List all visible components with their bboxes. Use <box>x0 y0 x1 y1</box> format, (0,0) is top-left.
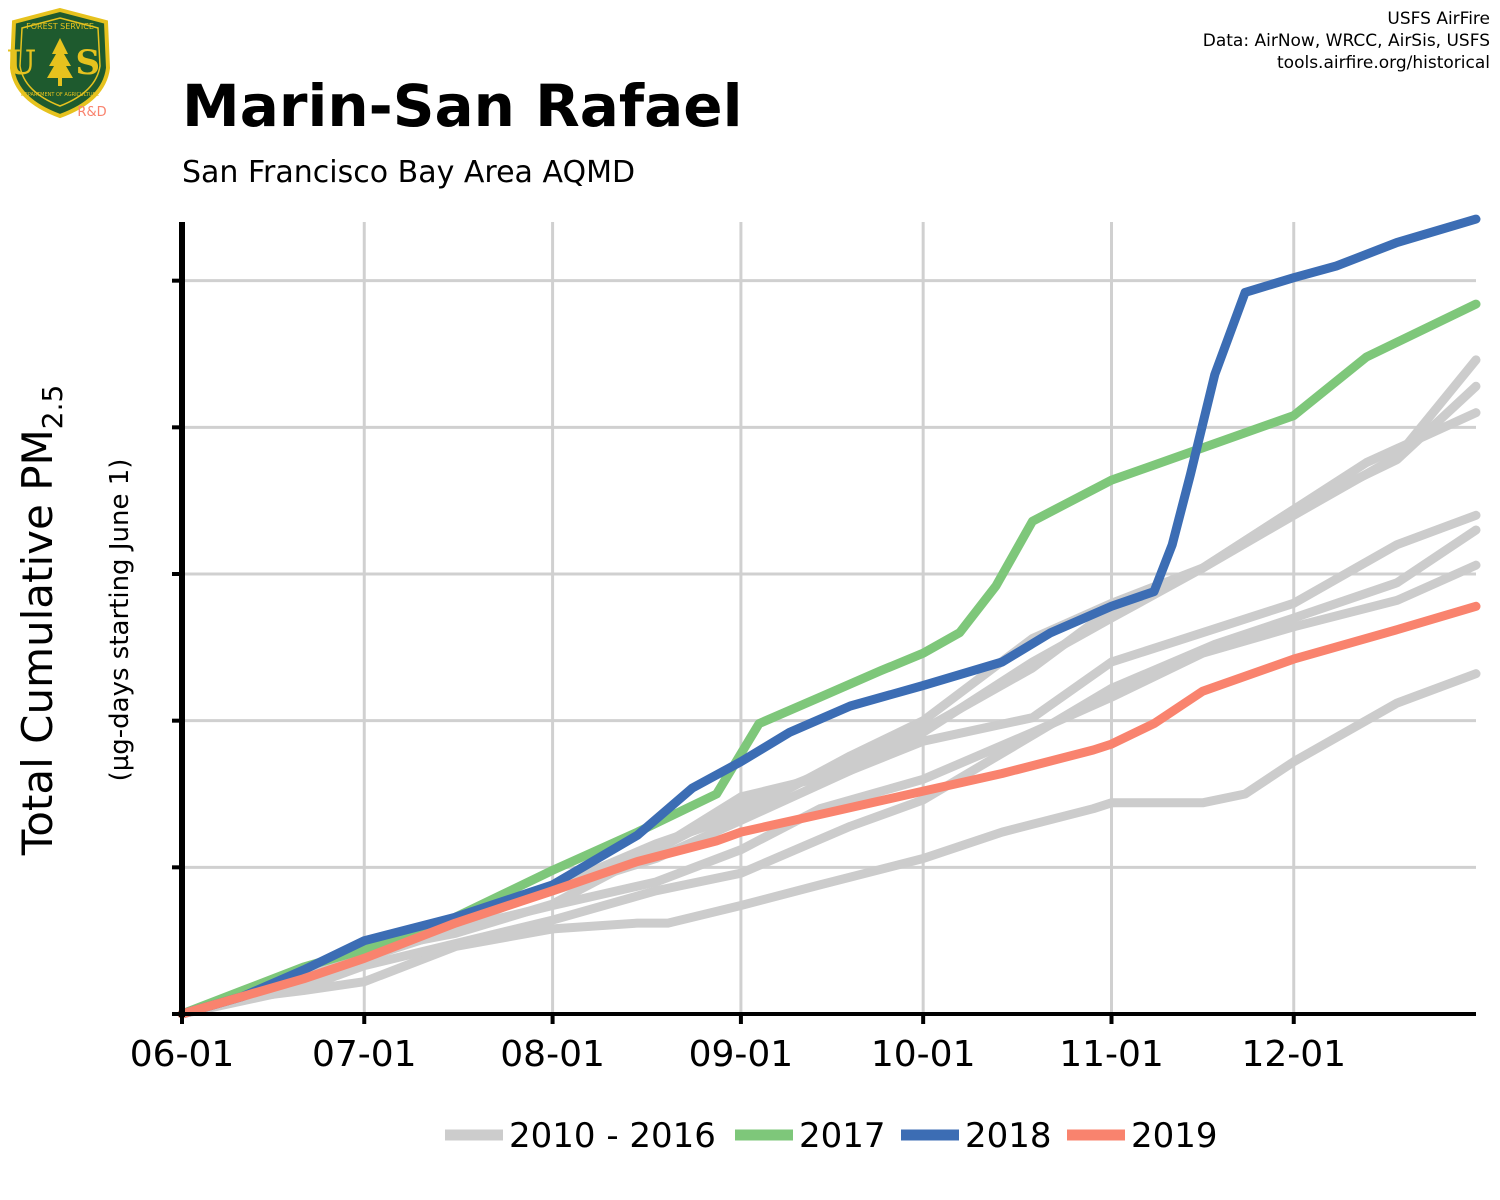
credit-line: tools.airfire.org/historical <box>1277 53 1490 73</box>
logo-rd-tag: R&D <box>77 105 106 120</box>
x-tick-label: 08-01 <box>500 1034 605 1075</box>
x-tick-label: 07-01 <box>312 1034 417 1075</box>
legend-label: 2017 <box>799 1116 886 1156</box>
series-lines <box>177 214 1481 1019</box>
legend-label: 2019 <box>1131 1116 1218 1156</box>
axes <box>172 222 1476 1024</box>
historical-line <box>177 525 1481 1019</box>
x-tick-label: 12-01 <box>1241 1034 1346 1075</box>
series-line-2019 <box>177 601 1481 1019</box>
series-line-2018 <box>177 214 1481 1019</box>
legend-label: 2018 <box>965 1116 1052 1156</box>
credit-line: USFS AirFire <box>1387 9 1490 29</box>
legend: 2010 - 2016 2017 2018 2019 <box>445 1116 1218 1156</box>
legend-label: 2010 - 2016 <box>509 1116 716 1156</box>
y-axis-title-subscript: 2.5 <box>36 385 69 430</box>
credit-line: Data: AirNow, WRCC, AirSis, USFS <box>1202 31 1490 51</box>
y-axis-title: Total Cumulative PM2.5 <box>13 385 69 857</box>
chart-subtitle: San Francisco Bay Area AQMD <box>182 155 636 190</box>
credits: USFS AirFire Data: AirNow, WRCC, AirSis,… <box>1203 8 1490 74</box>
series-line-2017 <box>177 299 1481 1019</box>
x-tick-label: 09-01 <box>689 1034 794 1075</box>
historical-lines <box>177 355 1481 1019</box>
x-tick-label: 10-01 <box>871 1034 976 1075</box>
y-axis-subtitle: (µg-days starting June 1) <box>105 459 135 782</box>
logo-bottom-text: DEPARTMENT OF AGRICULTURE <box>21 92 99 98</box>
logo-tree-icon <box>47 38 73 86</box>
usfs-logo: FOREST SERVICE U S DEPARTMENT OF AGRICUL… <box>8 8 111 120</box>
logo-inner-shield <box>19 17 101 107</box>
historical-line <box>177 381 1481 1019</box>
logo-top-text: FOREST SERVICE <box>26 22 94 31</box>
x-tick-label: 06-01 <box>130 1034 235 1075</box>
x-tick-label: 11-01 <box>1059 1034 1164 1075</box>
y-axis-title-main: Total Cumulative PM <box>13 429 62 856</box>
historical-line <box>177 355 1481 1019</box>
x-tick-labels: 06-01 07-01 08-01 09-01 10-01 11-01 12-01 <box>130 1034 1346 1075</box>
historical-line <box>177 669 1481 1019</box>
chart-title: Marin-San Rafael <box>182 72 743 140</box>
